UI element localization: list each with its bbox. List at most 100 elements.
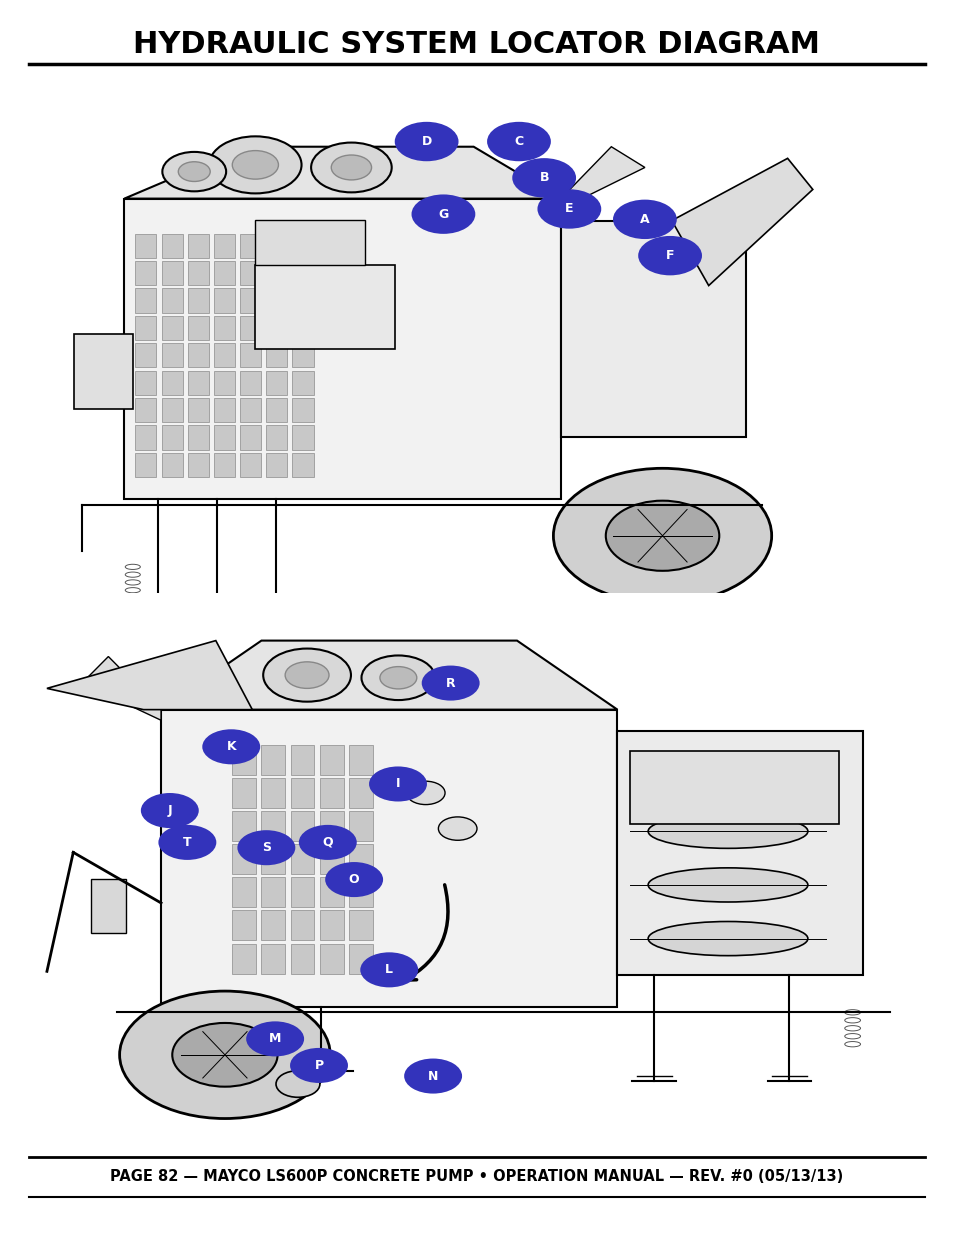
- Circle shape: [361, 656, 435, 700]
- Bar: [188, 261, 209, 285]
- Text: A: A: [639, 212, 649, 226]
- Polygon shape: [671, 158, 812, 285]
- Circle shape: [537, 189, 600, 228]
- Bar: [135, 398, 156, 422]
- Text: M: M: [269, 1032, 281, 1045]
- Polygon shape: [82, 657, 161, 720]
- Circle shape: [438, 816, 476, 840]
- Bar: [319, 877, 343, 908]
- Bar: [261, 845, 285, 874]
- Ellipse shape: [647, 868, 807, 902]
- Circle shape: [298, 825, 356, 860]
- Bar: [124, 199, 560, 499]
- Circle shape: [605, 500, 719, 571]
- Bar: [188, 288, 209, 312]
- Bar: [240, 398, 261, 422]
- Bar: [261, 877, 285, 908]
- Bar: [135, 261, 156, 285]
- Circle shape: [379, 667, 416, 689]
- Text: T: T: [183, 836, 192, 848]
- Bar: [213, 425, 234, 450]
- Text: G: G: [437, 207, 448, 221]
- Bar: [319, 944, 343, 973]
- Bar: [293, 233, 314, 258]
- Bar: [161, 710, 617, 1007]
- Bar: [240, 370, 261, 395]
- Circle shape: [406, 782, 445, 804]
- Bar: [213, 453, 234, 477]
- Bar: [266, 398, 287, 422]
- Bar: [293, 316, 314, 340]
- Text: B: B: [538, 172, 548, 184]
- Bar: [319, 778, 343, 808]
- Bar: [213, 288, 234, 312]
- Bar: [293, 343, 314, 368]
- Circle shape: [285, 662, 329, 688]
- Circle shape: [119, 990, 330, 1119]
- Bar: [188, 425, 209, 450]
- Bar: [188, 398, 209, 422]
- Bar: [161, 288, 182, 312]
- Bar: [135, 425, 156, 450]
- Bar: [261, 778, 285, 808]
- Bar: [213, 398, 234, 422]
- Bar: [135, 343, 156, 368]
- Bar: [261, 910, 285, 940]
- Bar: [161, 453, 182, 477]
- Bar: [349, 745, 373, 774]
- Bar: [349, 778, 373, 808]
- Bar: [291, 877, 314, 908]
- Bar: [188, 233, 209, 258]
- Circle shape: [325, 862, 383, 897]
- Circle shape: [263, 648, 351, 701]
- Polygon shape: [560, 147, 644, 209]
- Bar: [266, 343, 287, 368]
- Bar: [135, 288, 156, 312]
- Bar: [240, 425, 261, 450]
- Bar: [232, 944, 255, 973]
- Circle shape: [487, 122, 550, 162]
- Bar: [161, 343, 182, 368]
- Text: P: P: [314, 1058, 323, 1072]
- Circle shape: [232, 151, 278, 179]
- Circle shape: [395, 122, 458, 162]
- Ellipse shape: [647, 814, 807, 848]
- Bar: [240, 453, 261, 477]
- Bar: [255, 264, 395, 350]
- Bar: [161, 233, 182, 258]
- Bar: [232, 745, 255, 774]
- Bar: [213, 370, 234, 395]
- Bar: [293, 370, 314, 395]
- Text: J: J: [168, 804, 172, 818]
- Bar: [349, 877, 373, 908]
- Bar: [232, 845, 255, 874]
- Bar: [349, 910, 373, 940]
- Bar: [188, 343, 209, 368]
- Circle shape: [613, 200, 676, 240]
- Bar: [188, 316, 209, 340]
- Text: K: K: [226, 740, 235, 753]
- Bar: [161, 261, 182, 285]
- Text: I: I: [395, 778, 400, 790]
- Bar: [293, 288, 314, 312]
- Polygon shape: [161, 641, 617, 710]
- Bar: [240, 316, 261, 340]
- Bar: [232, 910, 255, 940]
- Bar: [135, 453, 156, 477]
- Text: Q: Q: [322, 836, 333, 848]
- Bar: [261, 944, 285, 973]
- Circle shape: [512, 158, 576, 198]
- Circle shape: [172, 1023, 277, 1087]
- Bar: [291, 745, 314, 774]
- Bar: [74, 333, 132, 409]
- Bar: [266, 316, 287, 340]
- Text: HYDRAULIC SYSTEM LOCATOR DIAGRAM: HYDRAULIC SYSTEM LOCATOR DIAGRAM: [133, 30, 820, 59]
- Bar: [266, 288, 287, 312]
- Bar: [629, 751, 838, 824]
- Circle shape: [638, 236, 701, 275]
- Ellipse shape: [647, 921, 807, 956]
- Bar: [266, 453, 287, 477]
- Bar: [560, 221, 745, 437]
- Bar: [240, 343, 261, 368]
- Bar: [293, 261, 314, 285]
